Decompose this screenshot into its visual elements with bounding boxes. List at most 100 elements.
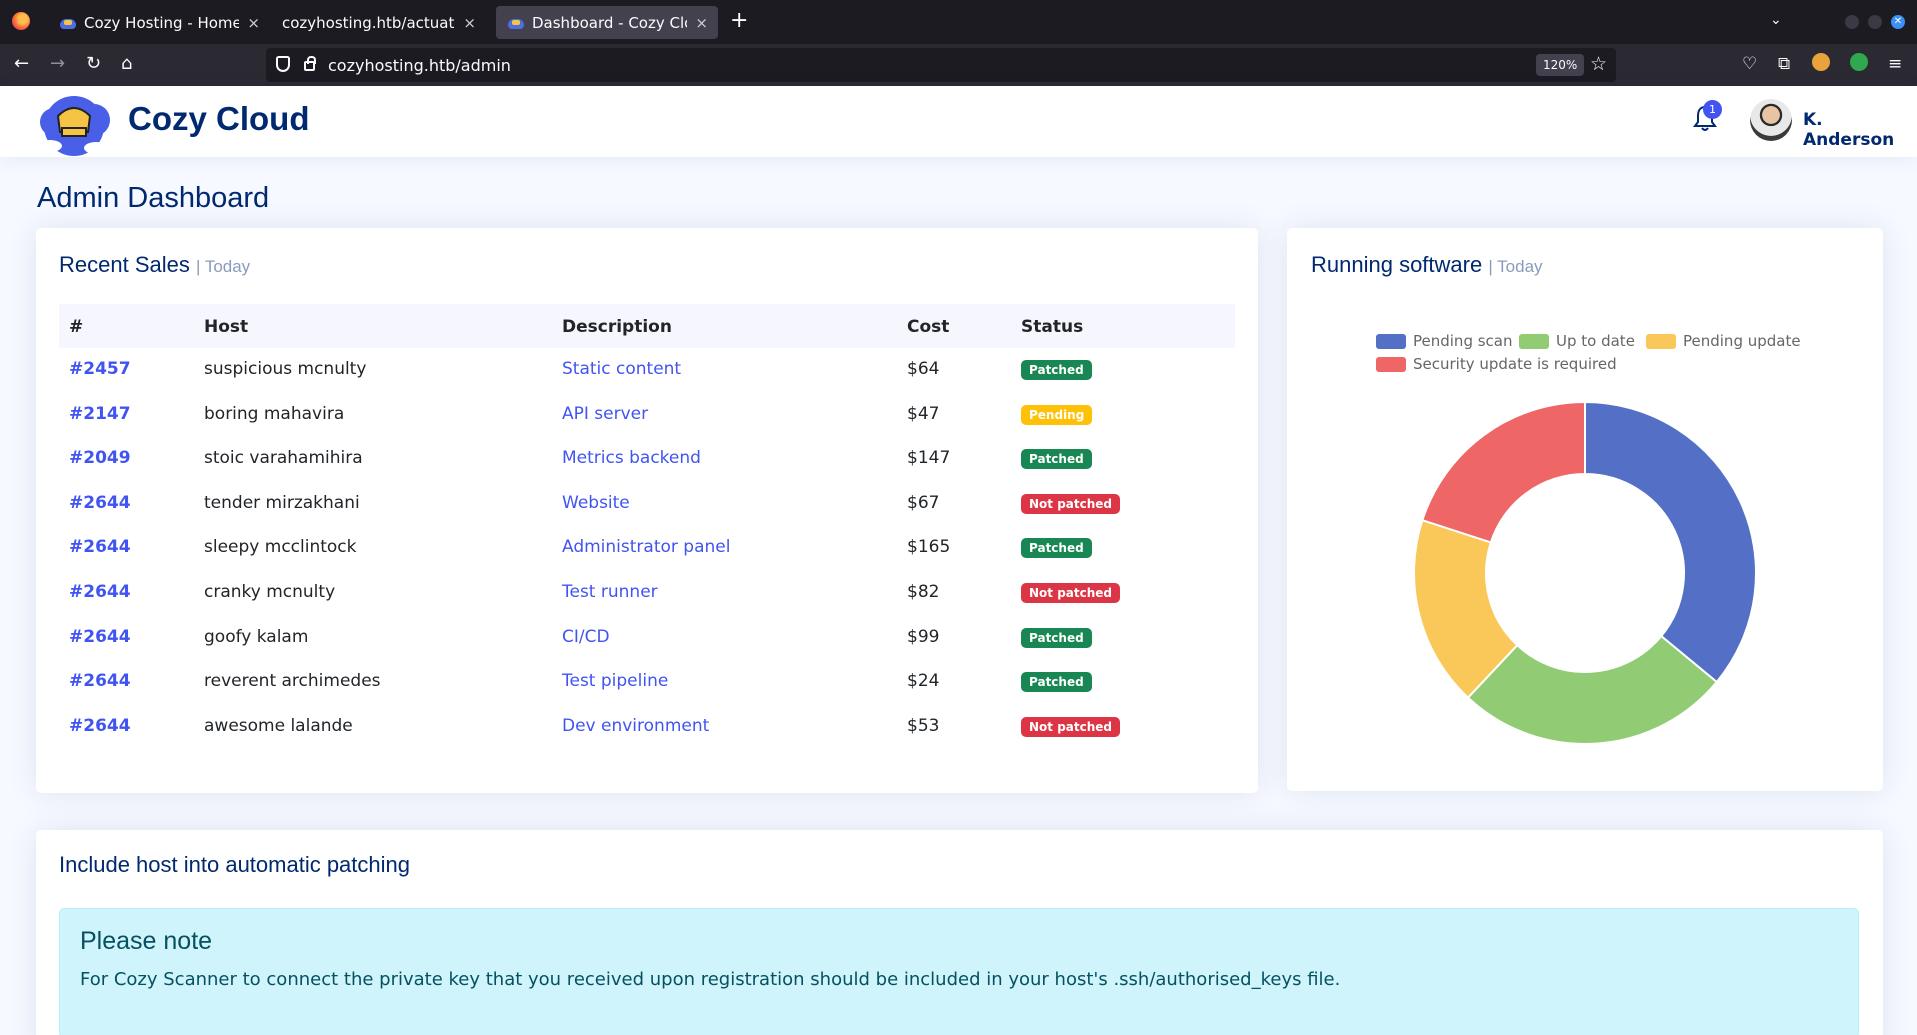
cost-value: $99: [907, 626, 940, 647]
order-id-link[interactable]: #2147: [69, 403, 131, 424]
order-id-link[interactable]: #2049: [69, 448, 131, 469]
description-link[interactable]: API server: [562, 403, 649, 424]
extensions-puzzle-icon[interactable]: ⧉: [1778, 54, 1791, 74]
new-tab-button[interactable]: +: [730, 8, 749, 33]
cost-value: $67: [907, 492, 940, 513]
cost-value: $53: [907, 715, 940, 736]
host-name: goofy kalam: [204, 626, 309, 647]
notification-count-badge: 1: [1703, 100, 1722, 119]
close-window-button[interactable]: ✕: [1891, 15, 1905, 29]
cost-value: $147: [907, 448, 951, 469]
tracking-protection-shield-icon[interactable]: [276, 56, 290, 72]
description-link[interactable]: Test pipeline: [562, 671, 669, 692]
minimize-window-button[interactable]: [1845, 15, 1859, 29]
description-link[interactable]: Website: [562, 492, 630, 513]
description-link[interactable]: Test runner: [562, 582, 658, 602]
column-header-description: Description: [562, 317, 672, 337]
description-link[interactable]: Metrics backend: [562, 448, 701, 469]
foxyproxy-extension-icon[interactable]: [1812, 53, 1830, 71]
close-tab-icon[interactable]: ×: [463, 13, 476, 32]
card-subtitle: | Today: [195, 257, 251, 276]
column-header-host: Host: [204, 317, 249, 337]
order-id-link[interactable]: #2644: [69, 492, 131, 513]
cost-value: $82: [907, 582, 940, 602]
order-id-link[interactable]: #2644: [69, 626, 131, 647]
legend-label: Pending update: [1683, 332, 1801, 350]
address-bar[interactable]: cozyhosting.htb/admin 120% ☆: [266, 48, 1616, 82]
brand-name[interactable]: Cozy Cloud: [128, 100, 310, 137]
legend-item[interactable]: Pending scan: [1376, 332, 1513, 350]
legend-item[interactable]: Pending update: [1646, 332, 1801, 350]
tab-dashboard[interactable]: Dashboard - Cozy Cloud ×: [496, 6, 718, 39]
description-link[interactable]: Administrator panel: [562, 537, 731, 558]
host-name: tender mirzakhani: [204, 492, 360, 513]
cost-value: $165: [907, 537, 951, 558]
running-software-title: Running software | Today: [1311, 252, 1543, 278]
bookmark-star-icon[interactable]: ☆: [1590, 53, 1608, 75]
order-id-link[interactable]: #2644: [69, 671, 131, 692]
tab-cozy-hosting-home[interactable]: Cozy Hosting - Home ×: [48, 6, 270, 39]
donut-slice-pending-scan[interactable]: [1584, 400, 1758, 684]
donut-slice-up-to-date[interactable]: [1466, 634, 1719, 746]
maximize-window-button[interactable]: [1868, 15, 1882, 29]
tab-actuator-sessions[interactable]: cozyhosting.htb/actuator/ses ×: [270, 6, 486, 39]
site-header: Cozy Cloud 1 K. Anderson: [0, 86, 1917, 157]
back-arrow-icon[interactable]: ←: [14, 53, 30, 74]
browser-tab-bar: Cozy Hosting - Home × cozyhosting.htb/ac…: [0, 0, 1917, 44]
user-name[interactable]: K. Anderson: [1803, 110, 1895, 150]
donut-slice-security-update-is-required[interactable]: [1421, 400, 1586, 544]
status-badge: Not patched: [1021, 716, 1121, 737]
order-id-link[interactable]: #2457: [69, 359, 131, 379]
automatic-patching-card: Include host into automatic patching Ple…: [36, 830, 1883, 1035]
column-header-cost: Cost: [907, 317, 950, 337]
table-row: #2644 tender mirzakhani Website $67 Not patc…: [59, 482, 1235, 526]
reload-icon[interactable]: ↻: [86, 53, 102, 74]
close-tab-icon[interactable]: ×: [695, 13, 708, 32]
status-badge: Patched: [1021, 627, 1092, 648]
table-row: #2644 goofy kalam CI/CD $99 Patched: [59, 616, 1235, 660]
order-id-link[interactable]: #2644: [69, 537, 131, 558]
card-title-text: Running software: [1311, 252, 1483, 277]
order-id-link[interactable]: #2644: [69, 582, 131, 602]
table-row: #2644 cranky mcnulty Test runner $82 Not pat…: [59, 571, 1235, 615]
pocket-icon[interactable]: ♡: [1742, 54, 1758, 74]
running-software-card: Running software | Today Pending scan Up …: [1287, 228, 1883, 791]
status-badge: Patched: [1021, 449, 1092, 470]
alert-text: For Cozy Scanner to connect the private …: [80, 969, 1341, 990]
alert-heading: Please note: [80, 927, 213, 955]
home-icon[interactable]: ⌂: [121, 53, 133, 74]
order-id-link[interactable]: #2644: [69, 715, 131, 736]
host-name: stoic varahamihira: [204, 448, 363, 469]
forward-arrow-icon[interactable]: →: [50, 53, 66, 74]
card-title-text: Recent Sales: [59, 252, 190, 277]
description-link[interactable]: CI/CD: [562, 626, 610, 647]
legend-item[interactable]: Security update is required: [1376, 355, 1617, 373]
host-name: awesome lalande: [204, 715, 353, 736]
table-row: #2644 reverent archimedes Test pipeline $24…: [59, 660, 1235, 704]
cozy-cloud-logo-icon[interactable]: [32, 88, 116, 156]
zoom-level-indicator[interactable]: 120%: [1536, 54, 1585, 76]
table-row: #2457 suspicious mcnulty Static content $64…: [59, 348, 1235, 392]
list-all-tabs-chevron-down-icon[interactable]: ⌄: [1770, 12, 1782, 28]
column-header-status: Status: [1021, 317, 1084, 337]
legend-item[interactable]: Up to date: [1519, 332, 1635, 350]
close-tab-icon[interactable]: ×: [247, 13, 260, 32]
patching-title: Include host into automatic patching: [59, 852, 411, 877]
url-text[interactable]: cozyhosting.htb/admin: [328, 56, 511, 75]
wappalyzer-extension-icon[interactable]: [1850, 53, 1868, 71]
recent-sales-title: Recent Sales | Today: [59, 252, 250, 278]
column-header-id: #: [69, 317, 84, 337]
description-link[interactable]: Dev environment: [562, 715, 710, 736]
user-avatar[interactable]: [1750, 99, 1792, 141]
tab-title: cozyhosting.htb/actuator/ses: [282, 13, 455, 32]
lock-icon[interactable]: [304, 56, 316, 71]
description-link[interactable]: Static content: [562, 359, 682, 379]
tab-title: Dashboard - Cozy Cloud: [532, 13, 687, 32]
legend-label: Security update is required: [1413, 355, 1617, 373]
menu-hamburger-icon[interactable]: ≡: [1888, 54, 1903, 74]
host-name: boring mahavira: [204, 403, 345, 424]
firefox-logo-icon: [12, 12, 30, 30]
info-alert: Please note For Cozy Scanner to connect …: [59, 908, 1859, 1035]
status-badge: Not patched: [1021, 493, 1121, 514]
legend-swatch: [1519, 333, 1549, 349]
